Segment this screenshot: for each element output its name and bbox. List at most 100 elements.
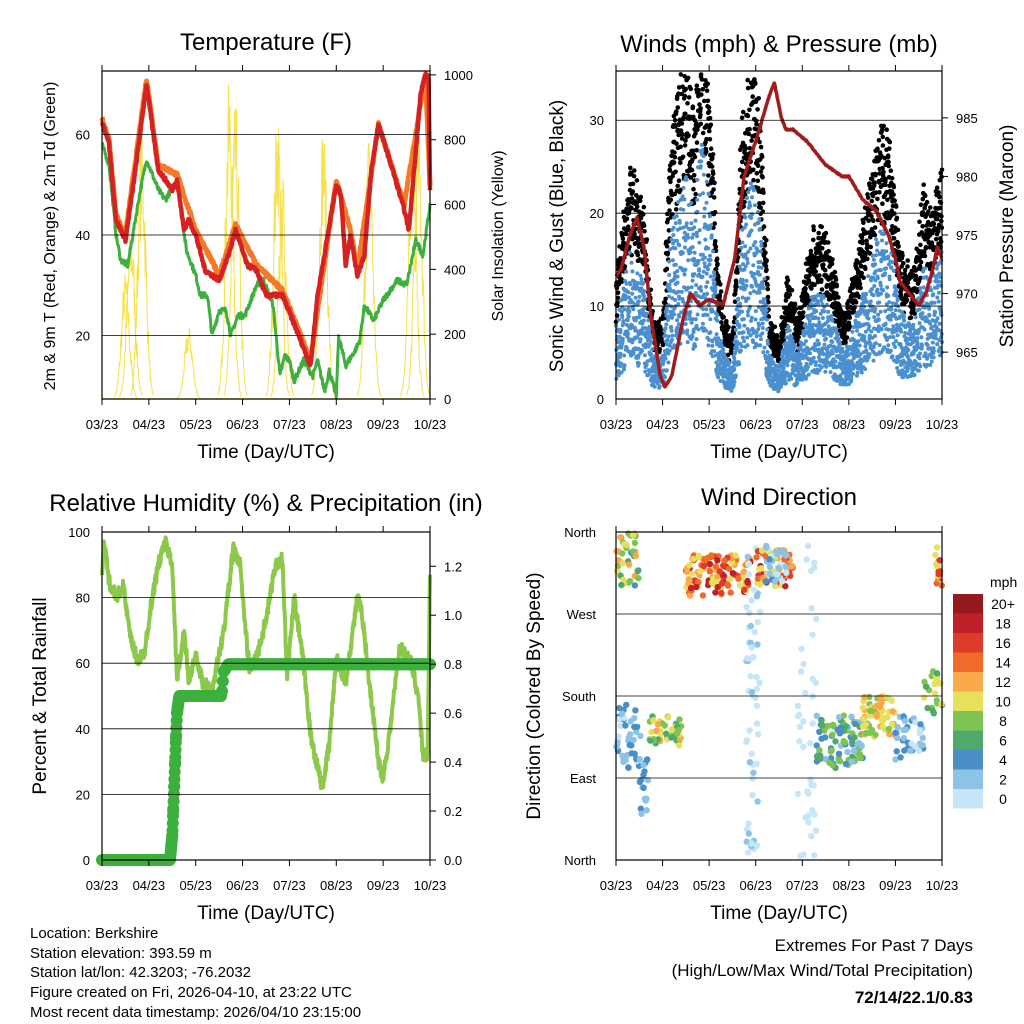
wind-point	[667, 343, 672, 348]
wind-point	[918, 286, 923, 291]
wind-point	[741, 317, 746, 322]
gust-point	[792, 301, 798, 307]
direction-point	[668, 734, 675, 741]
wind-point	[740, 295, 745, 300]
wind-point	[813, 363, 818, 368]
direction-point	[811, 564, 818, 571]
wind-point	[871, 345, 876, 349]
direction-point	[640, 784, 647, 791]
wind-point	[739, 245, 744, 250]
wind-point	[867, 352, 872, 357]
wind-point	[626, 306, 631, 311]
gust-point	[678, 72, 684, 77]
gust-point	[632, 168, 637, 173]
wind-point	[673, 221, 678, 226]
direction-point	[808, 833, 815, 840]
wind-point	[898, 342, 903, 346]
wind-point	[919, 346, 924, 351]
gust-point	[807, 273, 812, 278]
gust-point	[761, 190, 766, 195]
gust-point	[760, 175, 765, 180]
direction-point	[693, 583, 700, 591]
direction-point	[625, 764, 632, 771]
wind-point	[685, 331, 690, 336]
wind-point	[854, 373, 859, 378]
wind-point	[738, 348, 743, 353]
gust-point	[808, 248, 814, 254]
gust-point	[758, 169, 764, 174]
wind-point	[743, 244, 748, 249]
gust-point	[708, 122, 714, 128]
gust-point	[698, 112, 703, 118]
direction-point	[718, 589, 725, 597]
gust-point	[685, 75, 691, 81]
direction-point	[783, 569, 790, 576]
wind-point	[751, 340, 756, 344]
wind-point	[663, 326, 668, 331]
wind-point	[765, 317, 769, 322]
wind-point	[686, 258, 691, 263]
wind-point	[622, 307, 627, 312]
direction-point	[749, 791, 756, 799]
wind-point	[651, 367, 656, 372]
wind-point	[808, 351, 813, 356]
wind-point	[891, 324, 896, 329]
gust-point	[696, 87, 701, 93]
gust-point	[819, 287, 825, 292]
gust-point	[881, 123, 886, 129]
wind-point	[862, 334, 867, 339]
gust-point	[634, 178, 640, 183]
gust-point	[785, 278, 791, 283]
wind-point	[866, 274, 871, 279]
direction-point	[806, 740, 814, 747]
direction-point	[822, 734, 829, 741]
direction-point	[725, 565, 733, 572]
wind-point	[840, 349, 845, 354]
solar-insolation-peak	[176, 328, 201, 399]
wind-point	[733, 373, 738, 378]
gust-point	[745, 113, 751, 119]
wind-point	[663, 333, 668, 338]
wind-point	[672, 312, 676, 317]
wind-point	[757, 323, 762, 328]
wind-point	[626, 314, 631, 319]
wind-point	[627, 309, 632, 314]
wind-point	[621, 320, 626, 325]
gust-point	[880, 143, 886, 148]
wind-point	[855, 370, 860, 375]
wind-point	[922, 327, 927, 332]
direction-point	[818, 717, 825, 724]
direction-point	[779, 578, 786, 585]
wind-point	[647, 324, 652, 329]
gust-point	[691, 173, 697, 178]
direction-point	[747, 673, 754, 680]
wind-point	[746, 249, 751, 254]
wind-point	[741, 281, 745, 286]
direction-point	[753, 702, 761, 709]
wind-point	[708, 257, 713, 262]
wind-point	[931, 349, 936, 353]
wind-point	[886, 254, 891, 259]
wind-point	[643, 369, 648, 374]
gust-point	[751, 177, 756, 183]
gust-point	[760, 200, 766, 206]
wind-point	[888, 317, 893, 322]
wind-point	[711, 278, 716, 282]
wind-point	[667, 259, 672, 264]
wind-point	[822, 309, 827, 314]
wind-point	[633, 295, 638, 300]
gust-point	[844, 335, 850, 340]
gust-point	[734, 284, 739, 289]
direction-point	[756, 679, 763, 686]
gust-point	[864, 242, 870, 247]
gust-point	[711, 195, 717, 200]
direction-point	[749, 775, 756, 782]
wind-point	[713, 291, 718, 296]
wind-point	[687, 313, 692, 318]
wind-point	[681, 207, 686, 212]
wind-point	[890, 260, 895, 264]
wind-point	[870, 287, 874, 292]
wind-point	[895, 366, 900, 370]
wind-point	[875, 287, 880, 292]
wind-point	[631, 307, 636, 312]
